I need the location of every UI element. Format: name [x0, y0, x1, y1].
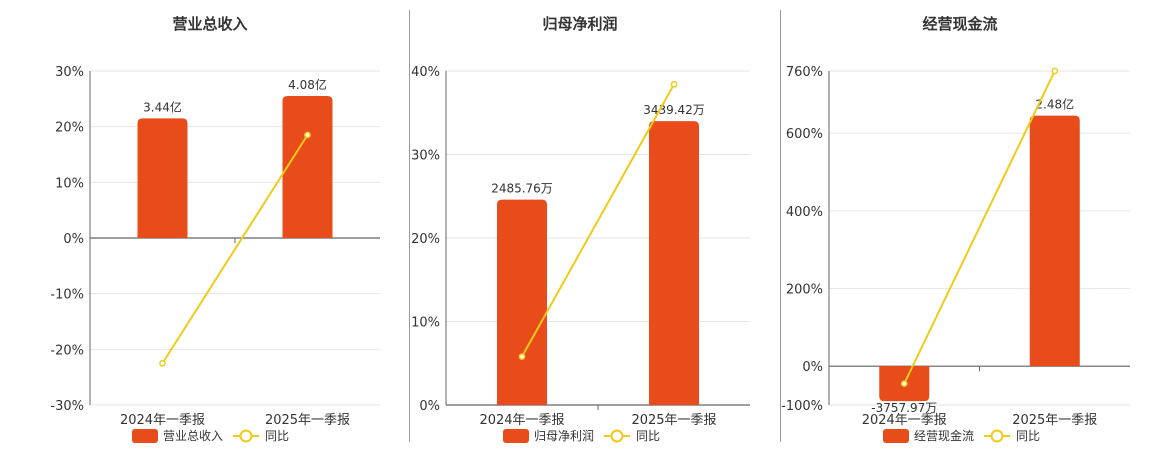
y-tick-label: 0% — [802, 360, 823, 375]
legend-swatch-marker — [990, 429, 1004, 443]
x-tick-label: 2024年一季报 — [120, 413, 205, 428]
legend-label: 归母净利润 — [534, 429, 594, 443]
y-tick-label: 200% — [786, 282, 823, 297]
bar-value-label: 3.44亿 — [143, 99, 182, 114]
yoy-line — [161, 134, 309, 364]
yoy-point — [518, 353, 526, 360]
yoy-line — [521, 83, 675, 358]
y-tick-label: 10% — [411, 316, 440, 331]
y-tick-label: -100% — [781, 399, 823, 414]
chart-title: 营业总收入 — [172, 15, 247, 33]
bar-value-label: 2.48亿 — [1035, 97, 1074, 112]
x-tick-label: 2025年一季报 — [631, 413, 716, 428]
y-tick-label: 30% — [411, 149, 440, 164]
bar-value-label: 4.08亿 — [288, 77, 327, 92]
y-tick-label: -30% — [50, 399, 84, 414]
bar-value-label: 2485.76万 — [491, 182, 553, 196]
legend-label: 营业总收入 — [163, 429, 223, 443]
bar — [649, 121, 699, 405]
y-tick-label: 20% — [411, 232, 440, 247]
legend-label: 同比 — [265, 429, 289, 443]
legend-swatch-bar — [132, 429, 158, 443]
y-tick-label: -10% — [50, 288, 84, 303]
y-tick-label: -20% — [50, 343, 84, 358]
legend-label: 同比 — [636, 429, 660, 443]
y-tick-label: 400% — [786, 205, 823, 220]
legend-swatch-bar — [503, 429, 529, 443]
bar-value-label: -3757.97万 — [871, 401, 937, 415]
yoy-point — [304, 131, 311, 139]
x-tick-label: 2024年一季报 — [862, 413, 947, 428]
y-tick-label: 0% — [63, 232, 84, 247]
panel-divider — [409, 10, 410, 442]
yoy-point — [900, 380, 908, 387]
yoy-point — [1051, 67, 1059, 75]
panel-divider — [780, 10, 781, 442]
yoy-point — [670, 81, 678, 88]
bar — [137, 118, 188, 238]
y-tick-label: 10% — [55, 176, 84, 191]
chart-title: 归母净利润 — [542, 15, 617, 33]
y-tick-label: 30% — [55, 65, 84, 80]
bar — [1029, 115, 1080, 367]
x-tick-label: 2024年一季报 — [479, 413, 564, 428]
chart-title: 经营现金流 — [922, 15, 997, 33]
x-tick-label: 2025年一季报 — [1012, 413, 1097, 428]
bar-value-label: 3439.42万 — [643, 103, 705, 117]
legend-label: 经营现金流 — [914, 428, 974, 443]
y-tick-label: 0% — [419, 399, 440, 414]
legend-label: 同比 — [1016, 429, 1040, 443]
yoy-line — [903, 70, 1056, 385]
legend-swatch-bar — [883, 429, 909, 443]
bar — [282, 96, 333, 238]
y-tick-label: 40% — [411, 65, 440, 80]
y-tick-label: 760% — [786, 65, 823, 80]
x-tick-label: 2025年一季报 — [265, 413, 350, 428]
y-tick-label: 20% — [55, 121, 84, 136]
legend-swatch-marker — [610, 429, 624, 443]
legend-swatch-marker — [239, 429, 253, 443]
yoy-point — [159, 359, 166, 367]
bar — [497, 199, 547, 405]
y-tick-label: 600% — [786, 127, 823, 142]
